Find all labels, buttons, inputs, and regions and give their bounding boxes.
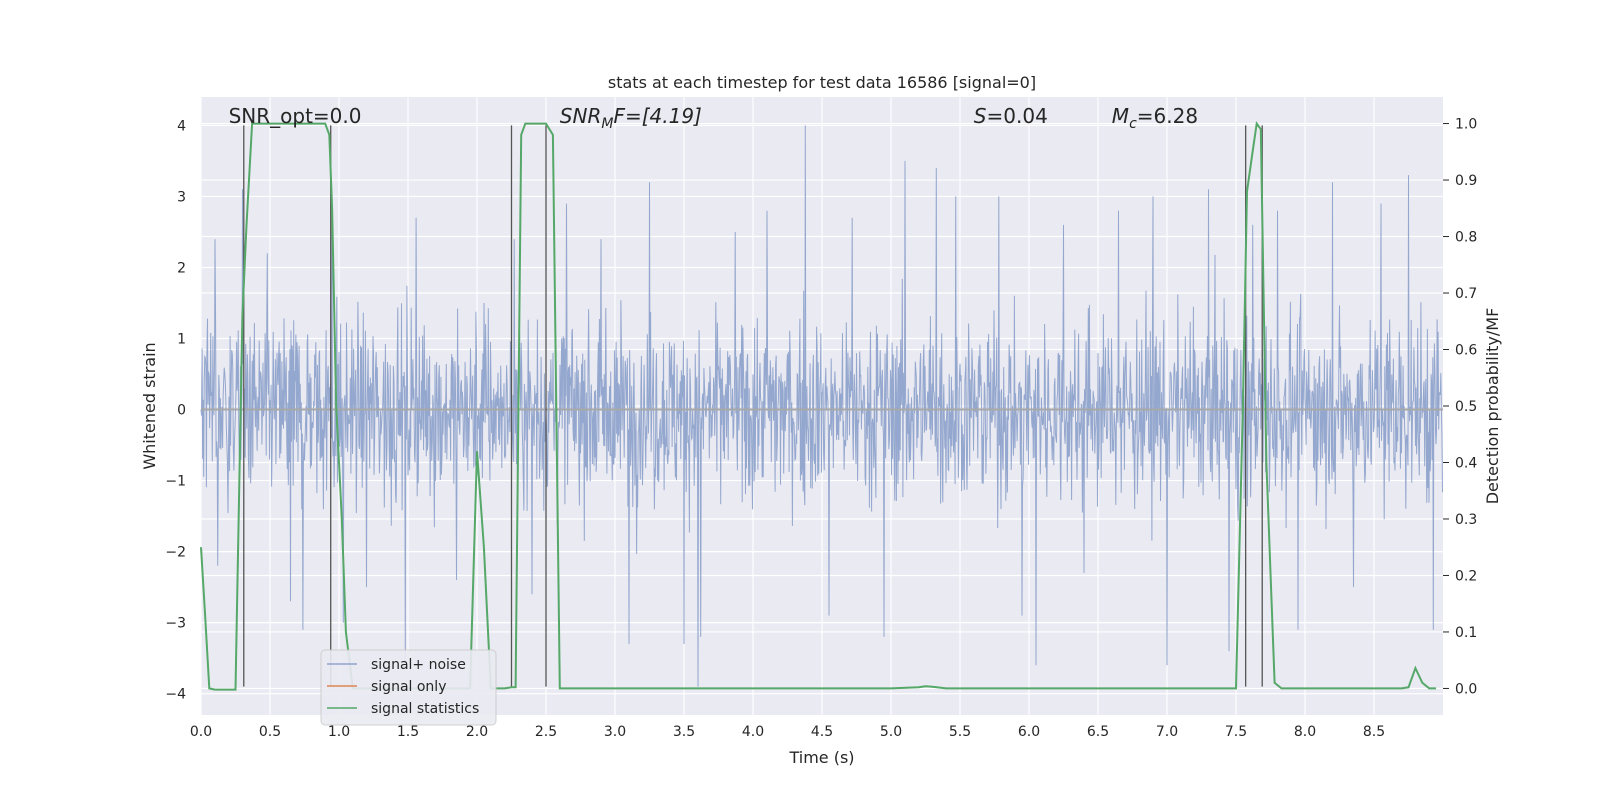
- x-tick-label: 5.0: [880, 724, 902, 740]
- x-tick-label: 3.0: [604, 724, 626, 740]
- y-axis-left-label: Whitened strain: [140, 342, 159, 469]
- x-tick-label: 8.0: [1294, 724, 1316, 740]
- y-right-tick-label: 0.2: [1455, 568, 1477, 584]
- x-tick-label: 7.5: [1225, 724, 1247, 740]
- signal-statistics-trace: [200, 121, 1437, 691]
- annotation-mc-val: Mc=6.28: [1112, 104, 1198, 132]
- y-left-tick-label: 1: [177, 332, 186, 348]
- noise-trace: [200, 125, 1443, 687]
- y-axis-right-ticks: 0.0 0.1 0.2 0.3 0.4 0.5 0.6 0.7 0.8 0.9 1.0: [1443, 117, 1477, 697]
- y-right-tick-label: 0.8: [1455, 230, 1477, 246]
- series-signal-statistics: [200, 121, 1437, 691]
- y-left-tick-label: 4: [177, 118, 186, 134]
- y-right-tick-label: 0.9: [1455, 173, 1477, 189]
- annotations: SNR_opt=0.0 SNRMF=[4.19] S=0.04 Mc=6.28: [229, 104, 1198, 132]
- y-axis-right-label: Detection probability/MF: [1483, 308, 1502, 505]
- legend-label-signal-plus-noise: signal+ noise: [371, 657, 466, 673]
- y-left-tick-label: −3: [165, 616, 186, 632]
- y-left-tick-label: −1: [165, 474, 186, 490]
- y-left-tick-label: 0: [177, 403, 186, 419]
- annotation-snr-opt: SNR_opt=0.0: [229, 104, 362, 128]
- legend-frame: [320, 649, 497, 726]
- x-tick-label: 2.0: [466, 724, 488, 740]
- x-tick-label: 1.0: [328, 724, 350, 740]
- x-tick-label: 0.5: [259, 724, 281, 740]
- legend-label-signal-only: signal only: [371, 679, 446, 695]
- y-right-tick-label: 0.0: [1455, 681, 1477, 697]
- y-left-tick-label: −2: [165, 545, 186, 561]
- y-right-tick-label: 0.5: [1455, 399, 1477, 415]
- y-left-tick-label: 3: [177, 189, 186, 205]
- y-right-tick-label: 0.3: [1455, 512, 1477, 528]
- chart-title: stats at each timestep for test data 165…: [608, 73, 1036, 92]
- x-tick-label: 7.0: [1156, 724, 1178, 740]
- x-tick-label: 3.5: [673, 724, 695, 740]
- series-signal-plus-noise: [200, 125, 1443, 687]
- x-tick-label: 0.0: [190, 724, 212, 740]
- x-axis-label: Time (s): [788, 748, 854, 767]
- x-tick-label: 5.5: [949, 724, 971, 740]
- x-tick-label: 8.5: [1363, 724, 1385, 740]
- annotation-s-val: S=0.04: [974, 104, 1048, 128]
- y-left-tick-label: 2: [177, 260, 186, 276]
- x-tick-label: 2.5: [535, 724, 557, 740]
- legend-label-signal-statistics: signal statistics: [371, 701, 479, 717]
- y-right-tick-label: 0.1: [1455, 625, 1477, 641]
- x-tick-label: 4.0: [742, 724, 764, 740]
- y-right-tick-label: 1.0: [1455, 117, 1477, 133]
- annotation-snr-mf: SNRMF=[4.19]: [560, 104, 702, 132]
- x-tick-label: 4.5: [811, 724, 833, 740]
- x-tick-label: 6.5: [1087, 724, 1109, 740]
- y-axis-left-ticks: −4 −3 −2 −1 0 1 2 3 4: [165, 118, 186, 702]
- legend: signal+ noise signal only signal statist…: [320, 649, 497, 726]
- y-right-tick-label: 0.7: [1455, 286, 1477, 302]
- y-right-tick-label: 0.6: [1455, 343, 1477, 359]
- x-axis-ticks: 0.0 0.5 1.0 1.5 2.0 2.5 3.0 3.5 4.0 4.5 5.0 5.5 6.0 6…: [190, 724, 1385, 740]
- y-left-tick-label: −4: [165, 687, 186, 703]
- y-right-tick-label: 0.4: [1455, 455, 1477, 471]
- x-tick-label: 6.0: [1018, 724, 1040, 740]
- x-tick-label: 1.5: [397, 724, 419, 740]
